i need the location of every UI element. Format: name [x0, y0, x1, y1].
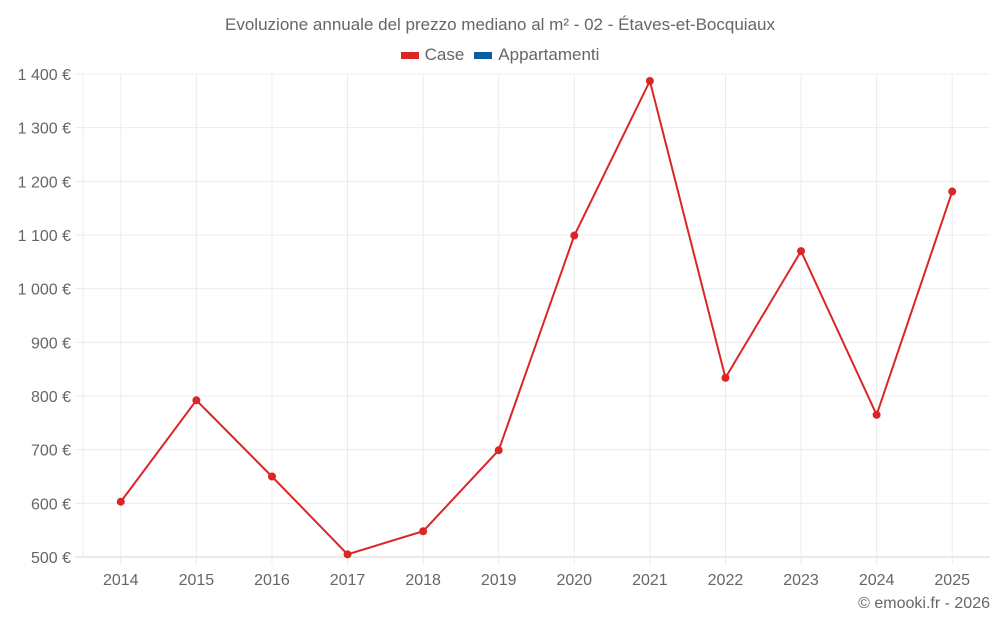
credit-text: © emooki.fr - 2026 [858, 595, 990, 612]
x-tick-label: 2024 [859, 572, 895, 589]
y-tick-label: 1 000 € [18, 282, 71, 299]
y-tick-label: 900 € [31, 335, 71, 352]
data-point[interactable] [948, 187, 957, 196]
x-tick-label: 2018 [405, 572, 441, 589]
data-point[interactable] [570, 231, 579, 240]
legend-swatch-case [400, 51, 419, 59]
y-tick-label: 1 100 € [18, 228, 71, 245]
y-tick-label: 1 300 € [18, 121, 71, 138]
x-tick-label: 2023 [783, 572, 819, 589]
x-tick-label: 2020 [556, 572, 592, 589]
legend-label-appartamenti: Appartamenti [498, 45, 600, 64]
data-point[interactable] [872, 410, 881, 419]
legend-label-case: Case [424, 45, 465, 64]
legend-swatch-appartamenti [474, 51, 493, 59]
data-point[interactable] [267, 472, 276, 481]
x-axis: 2014 2015 2016 2017 2018 2019 2020 2021 2022 2023… [103, 572, 970, 589]
legend-item-appartamenti[interactable]: Appartamenti [474, 45, 599, 65]
x-tick-label: 2022 [708, 572, 744, 589]
chart-title: Evoluzione annuale del prezzo mediano al… [225, 15, 775, 34]
y-tick-label: 500 € [31, 550, 71, 567]
x-tick-label: 2021 [632, 572, 668, 589]
x-tick-label: 2015 [179, 572, 215, 589]
x-tick-label: 2017 [330, 572, 366, 589]
data-point[interactable] [721, 373, 730, 382]
x-tick-label: 2014 [103, 572, 139, 589]
data-point[interactable] [343, 550, 352, 559]
y-tick-label: 700 € [31, 443, 71, 460]
y-tick-label: 600 € [31, 496, 71, 513]
y-tick-label: 800 € [31, 389, 71, 406]
y-tick-label: 1 400 € [18, 67, 71, 84]
data-point[interactable] [494, 446, 503, 455]
legend-item-case[interactable]: Case [400, 45, 465, 65]
y-tick-label: 1 200 € [18, 174, 71, 191]
data-point[interactable] [797, 247, 806, 256]
data-point[interactable] [645, 76, 654, 85]
series-case [116, 76, 957, 559]
series-line [119, 78, 954, 556]
grid [75, 73, 990, 565]
x-tick-label: 2016 [254, 572, 290, 589]
x-tick-label: 2025 [934, 572, 970, 589]
data-point[interactable] [192, 396, 201, 405]
data-point[interactable] [419, 527, 428, 536]
y-axis: 500 € 600 € 700 € 800 € 900 € 1 000 € 1 100 € 1… [18, 67, 71, 567]
legend: Case Appartamenti [0, 45, 1000, 65]
data-point[interactable] [116, 497, 125, 506]
x-tick-label: 2019 [481, 572, 517, 589]
